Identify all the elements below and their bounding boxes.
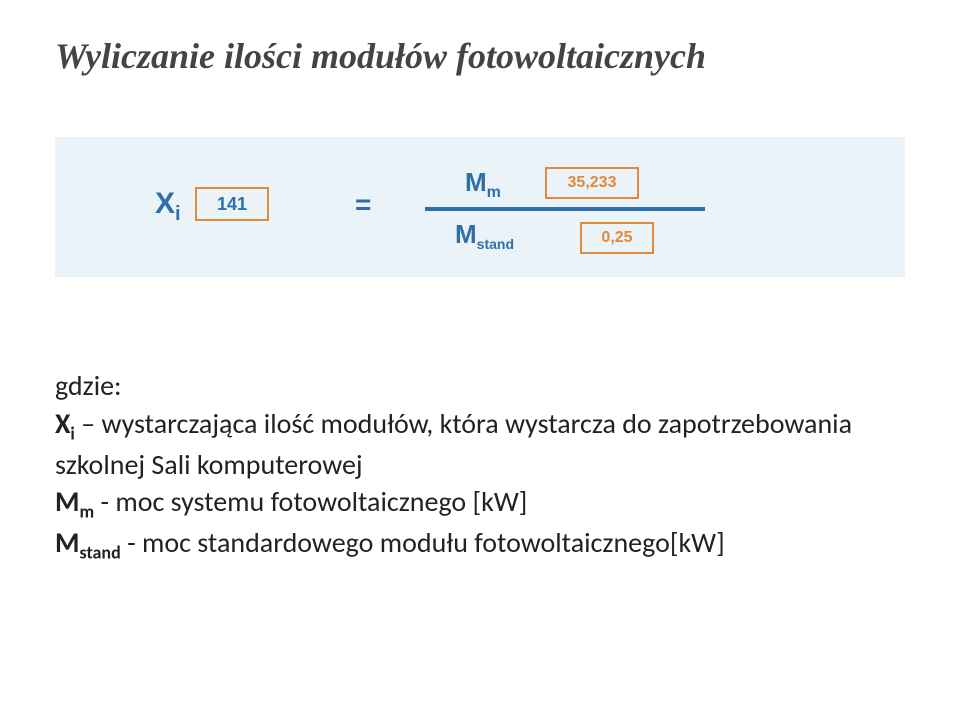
desc-mm-sub: m [79,501,94,523]
xi-symbol: Xi [155,187,181,226]
denominator-value-box: 0,25 [580,222,654,254]
num-letter: M [465,167,487,197]
slide: Wyliczanie ilości modułów fotowoltaiczny… [0,0,960,720]
desc-ms-line: Mstand - moc standardowego modułu fotowo… [55,524,905,565]
den-letter: M [455,219,477,249]
num-sub: m [487,184,501,201]
desc-xi-letter: X [55,406,70,441]
desc-xi-line: Xi – wystarczająca ilość modułów, która … [55,405,905,484]
desc-mm-letter: M [55,484,79,519]
desc-xi-text: – wystarczająca ilość modułów, która wys… [55,406,852,482]
xi-value-box: 141 [195,187,269,221]
desc-mm-var: Mm [55,484,94,519]
gdzie-label: gdzie: [55,367,905,405]
desc-ms-letter: M [55,525,79,560]
description-block: gdzie: Xi – wystarczająca ilość modułów,… [55,367,905,565]
numerator-symbol: Mm [465,167,501,202]
desc-ms-var: Mstand [55,525,121,560]
desc-ms-sub: stand [79,542,120,564]
desc-mm-line: Mm - moc systemu fotowoltaicznego [kW] [55,483,905,524]
numerator-value-box: 35,233 [545,167,639,199]
xi-letter: X [155,187,175,220]
fraction-line [425,207,705,211]
xi-sub: i [175,203,181,225]
desc-xi-var: Xi [55,406,75,441]
desc-mm-text: - moc systemu fotowoltaicznego [kW] [94,484,527,519]
den-sub: stand [477,236,514,252]
denominator-symbol: Mstand [455,219,514,252]
formula-box: Xi 141 = Mm 35,233 Mstand 0,25 [55,137,905,277]
slide-title: Wyliczanie ilości modułów fotowoltaiczny… [55,35,905,77]
desc-ms-text: - moc standardowego modułu fotowoltaiczn… [121,525,725,560]
equals-sign: = [355,189,371,221]
